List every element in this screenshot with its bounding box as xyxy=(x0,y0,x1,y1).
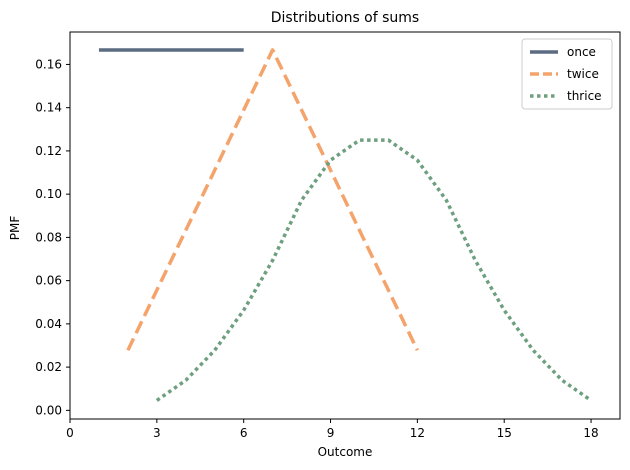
legend-box xyxy=(521,38,613,110)
x-axis-label: Outcome xyxy=(318,445,373,459)
x-tick-label: 12 xyxy=(410,426,425,440)
series-line-twice xyxy=(126,48,419,352)
y-tick-label: 0.12 xyxy=(35,144,62,158)
x-tick-label: 9 xyxy=(327,426,335,440)
legend-label-twice: twice xyxy=(567,67,599,81)
x-tick-label: 15 xyxy=(497,426,512,440)
y-tick-label: 0.14 xyxy=(35,101,62,115)
chart-title: Distributions of sums xyxy=(271,10,419,26)
y-tick-label: 0.06 xyxy=(35,274,62,288)
x-tick-label: 18 xyxy=(583,426,598,440)
y-tick-label: 0.02 xyxy=(35,360,62,374)
y-tick-label: 0.00 xyxy=(35,403,62,417)
series-line-thrice xyxy=(155,138,593,402)
plot-frame xyxy=(69,31,621,420)
y-tick-label: 0.10 xyxy=(35,187,62,201)
y-tick-label: 0.04 xyxy=(35,317,62,331)
legend-label-once: once xyxy=(567,45,596,59)
plot-area xyxy=(69,31,621,420)
x-axis-ticks: 0 3 6 9 12 15 18 xyxy=(66,419,599,440)
x-tick-label: 6 xyxy=(240,426,248,440)
x-tick-label: 3 xyxy=(153,426,161,440)
legend-label-thrice: thrice xyxy=(567,89,602,103)
y-tick-label: 0.16 xyxy=(35,57,62,71)
y-axis-label: PMF xyxy=(8,216,22,241)
y-axis-ticks: 0.00 0.02 0.04 0.06 0.08 0.10 0.12 0.14 0.16 xyxy=(35,57,70,417)
y-tick-label: 0.08 xyxy=(35,230,62,244)
legend: once twice thrice xyxy=(521,38,613,110)
x-tick-label: 0 xyxy=(66,426,74,440)
